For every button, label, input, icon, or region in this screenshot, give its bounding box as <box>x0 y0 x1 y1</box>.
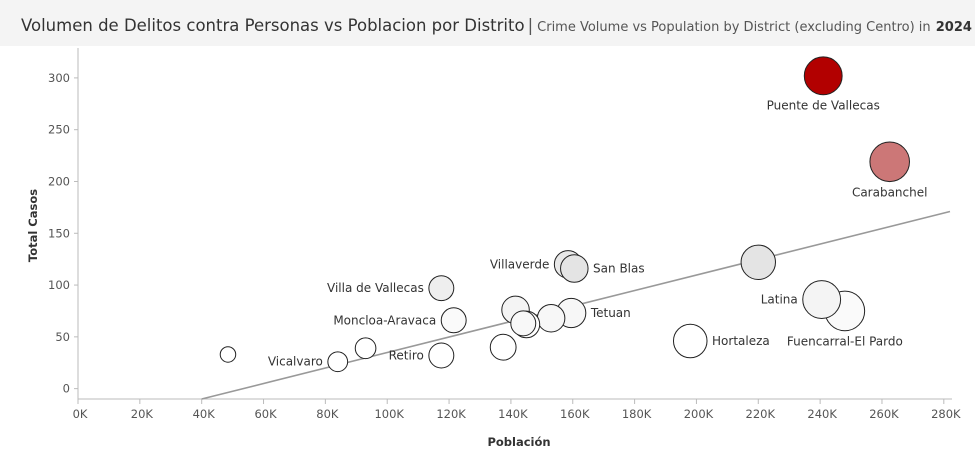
chart-header: Volumen de Delitos contra Personas vs Po… <box>0 0 975 46</box>
point-label: Villaverde <box>490 257 550 271</box>
x-tick-label: 120K <box>436 407 466 421</box>
point-label: Tetuan <box>590 306 631 320</box>
data-point <box>803 56 843 96</box>
y-tick-label: 150 <box>48 226 70 240</box>
data-point <box>489 333 517 361</box>
point-label: Puente de Vallecas <box>767 99 880 113</box>
data-point <box>428 275 455 302</box>
x-tick-label: 80K <box>316 407 339 421</box>
x-tick-label: 200K <box>684 407 714 421</box>
x-tick-label: 160K <box>560 407 590 421</box>
data-point <box>560 254 589 283</box>
data-point <box>327 351 349 373</box>
data-point <box>219 346 237 363</box>
x-tick-label: 180K <box>622 407 652 421</box>
x-tick-label: 240K <box>807 407 837 421</box>
y-tick-label: 300 <box>48 71 70 85</box>
data-point <box>440 307 467 334</box>
y-tick-label: 50 <box>55 330 70 344</box>
x-tick-label: 140K <box>498 407 528 421</box>
point-label: Fuencarral-El Pardo <box>787 335 903 349</box>
point-label: San Blas <box>593 261 645 275</box>
x-tick-label: 100K <box>374 407 404 421</box>
point-label: Retiro <box>389 348 424 362</box>
y-axis-title: Total Casos <box>26 189 40 262</box>
point-label: Hortaleza <box>712 334 770 348</box>
data-point <box>354 337 377 360</box>
x-tick-label: 60K <box>254 407 277 421</box>
point-label: Moncloa-Aravaca <box>333 313 436 327</box>
data-point <box>536 303 566 333</box>
y-tick-label: 0 <box>63 382 70 396</box>
x-tick-label: 280K <box>931 407 961 421</box>
data-point <box>428 342 455 369</box>
data-point <box>740 244 776 280</box>
y-tick-label: 100 <box>48 278 70 292</box>
title-main: Volumen de Delitos contra Personas vs Po… <box>21 16 525 35</box>
x-tick-label: 260K <box>869 407 899 421</box>
title-separator: | <box>527 16 534 35</box>
data-point <box>869 141 910 183</box>
point-label: Vicalvaro <box>268 355 323 369</box>
data-point <box>802 280 842 319</box>
chart-title: Volumen de Delitos contra Personas vs Po… <box>21 16 972 35</box>
x-tick-label: 220K <box>746 407 776 421</box>
point-label: Villa de Vallecas <box>327 281 424 295</box>
data-point <box>510 310 537 337</box>
data-point <box>672 323 708 359</box>
title-year: 2024 <box>935 20 972 35</box>
x-axis-title: Población <box>487 435 550 449</box>
point-label: Carabanchel <box>852 186 928 200</box>
x-tick-label: 40K <box>193 407 216 421</box>
x-tick-label: 0K <box>73 407 88 421</box>
y-tick-label: 250 <box>48 123 70 137</box>
x-tick-label: 20K <box>131 407 154 421</box>
point-label: Latina <box>761 293 798 307</box>
title-subtitle: Crime Volume vs Population by District (… <box>537 20 931 35</box>
y-tick-label: 200 <box>48 174 70 188</box>
plot-background <box>0 46 975 462</box>
